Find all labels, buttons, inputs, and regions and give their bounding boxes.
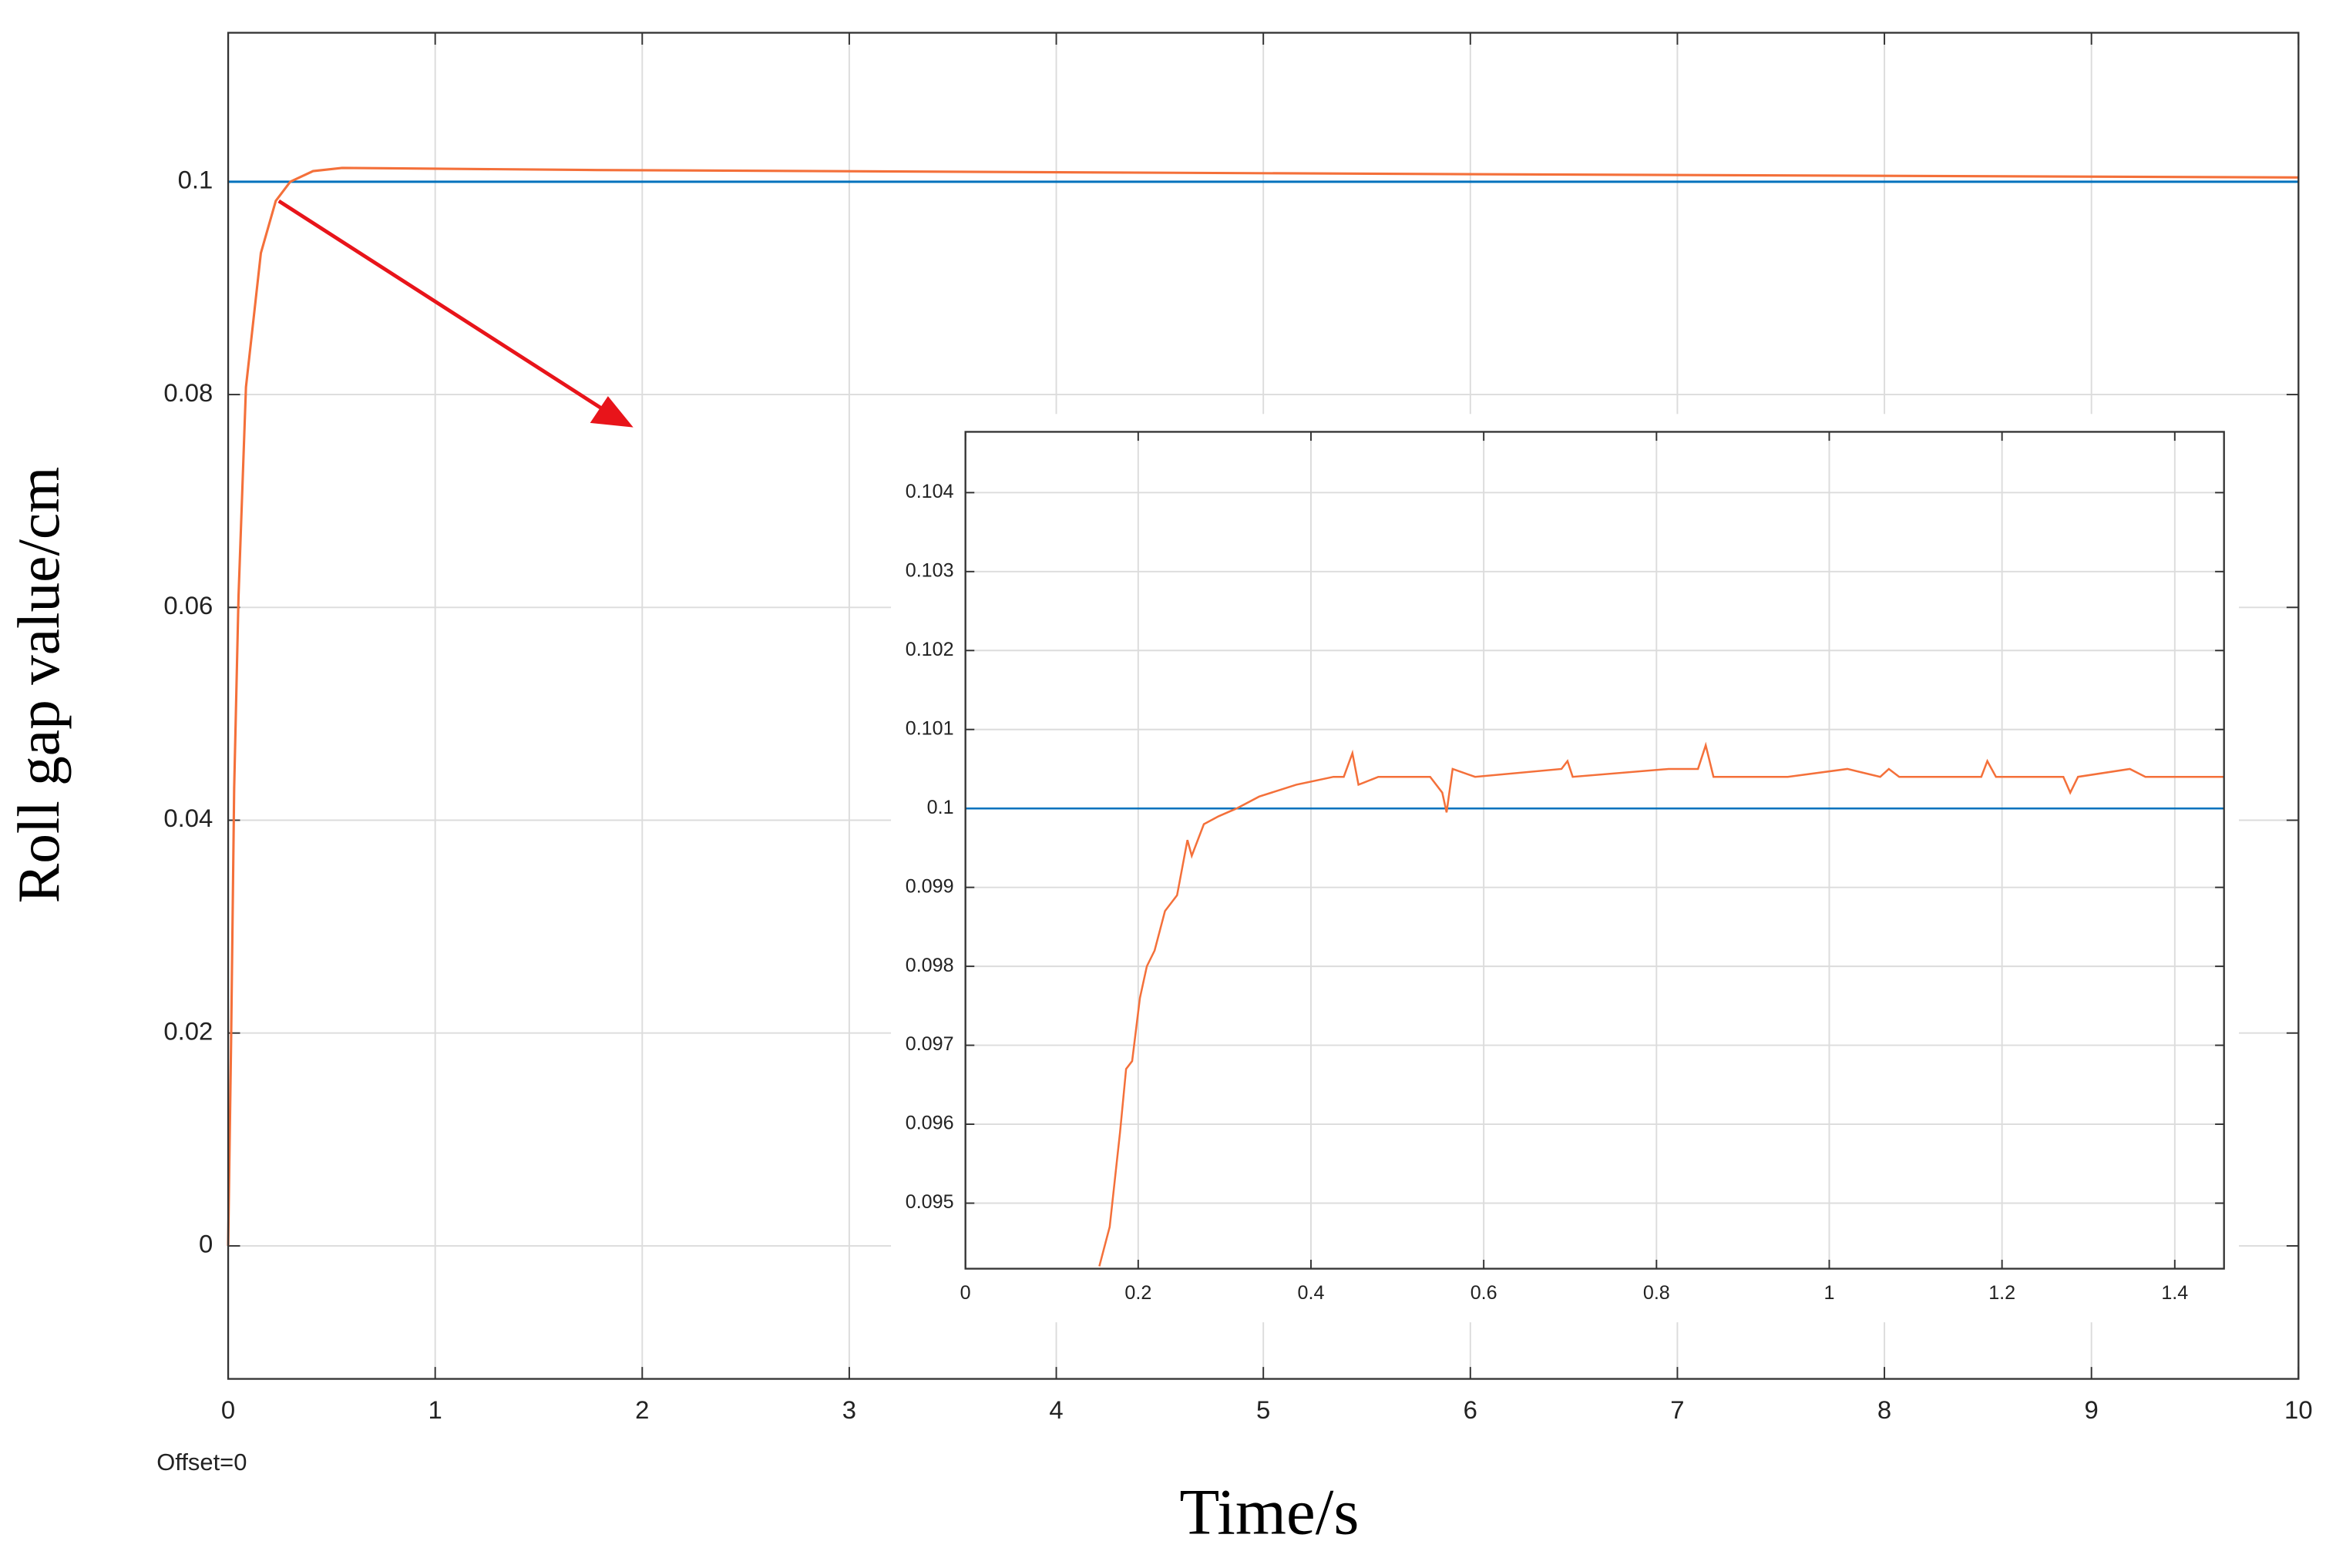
x-tick-label: 0 (960, 1282, 971, 1304)
y-tick-label: 0.08 (163, 378, 213, 407)
x-tick-label: 0 (221, 1395, 235, 1424)
data-line (227, 166, 2299, 1246)
x-tick-label: 4 (1049, 1395, 1063, 1424)
y-tick-label: 0.098 (906, 955, 954, 976)
inset-chart: 0 0.2 0.4 0.6 0.8 1 1.2 1.4 0.095 0.096 0.097 0.098… (906, 431, 2225, 1304)
x-tick-label: 1 (429, 1395, 442, 1424)
y-tick-label: 0.095 (906, 1191, 954, 1213)
x-tick-label: 0.2 (1124, 1282, 1151, 1304)
data-line (1098, 741, 2224, 1267)
x-tick-label: 0.8 (1643, 1282, 1670, 1304)
x-tick-label: 6 (1464, 1395, 1477, 1424)
y-tick-label: 0.096 (906, 1113, 954, 1134)
y-tick-label: 0.02 (163, 1016, 213, 1045)
plot-area (965, 431, 2224, 1269)
x-tick-label: 0.4 (1298, 1282, 1325, 1304)
x-tick-label: 10 (2284, 1395, 2313, 1424)
x-tick-label: 0.6 (1471, 1282, 1497, 1304)
x-tick-label: 7 (1670, 1395, 1684, 1424)
x-tick-label: 9 (2085, 1395, 2099, 1424)
y-tick-label: 0.103 (906, 559, 954, 581)
x-tick-label: 1 (1823, 1282, 1834, 1304)
offset-note: Offset=0 (156, 1449, 247, 1476)
y-tick-label: 0.06 (163, 591, 213, 619)
x-tick-label: 1.2 (1988, 1282, 2015, 1304)
y-tick-label: 0.1 (927, 797, 954, 818)
x-tick-label: 3 (842, 1395, 856, 1424)
zoom-arrow (277, 199, 610, 415)
y-tick-label: 0.101 (906, 717, 954, 739)
y-tick-label: 0 (199, 1230, 213, 1258)
plot-frame (964, 431, 2225, 1270)
zoom-arrowhead (590, 396, 634, 428)
y-tick-label: 0.097 (906, 1033, 954, 1055)
y-tick-label: 0.04 (163, 804, 213, 832)
y-tick-label: 0.1 (178, 166, 213, 194)
x-tick-label: 8 (1877, 1395, 1891, 1424)
x-tick-label: 2 (635, 1395, 649, 1424)
x-tick-label: 5 (1256, 1395, 1270, 1424)
y-tick-label: 0.102 (906, 639, 954, 660)
x-axis-title: Time/s (1179, 1476, 1359, 1549)
plot-frame (227, 32, 2300, 1380)
x-tick-label: 1.4 (2161, 1282, 2188, 1304)
y-tick-label: 0.104 (906, 481, 954, 502)
y-axis-title: Roll gap value/cm (5, 467, 72, 904)
y-tick-label: 0.099 (906, 875, 954, 897)
